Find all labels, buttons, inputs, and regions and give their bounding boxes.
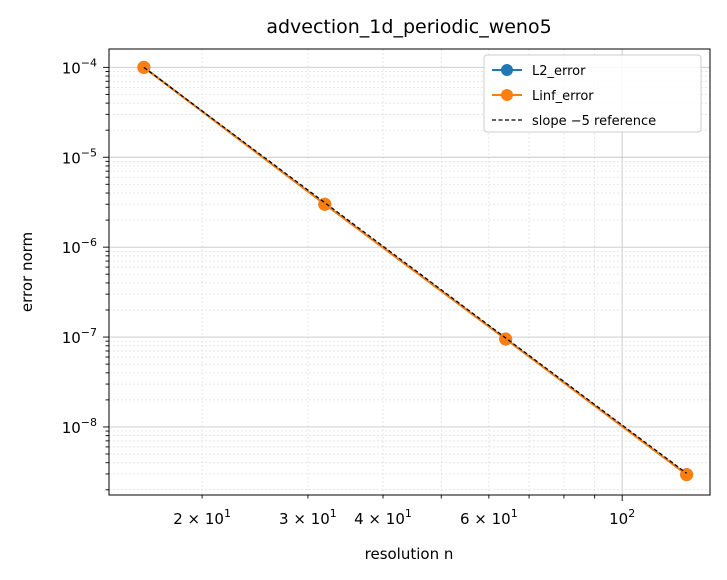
x-axis-label: resolution n [365,545,454,563]
x-tick-label: 102 [609,507,635,528]
legend-box [483,54,702,133]
data-point-linf-error [499,332,513,346]
y-tick-label: 10−6 [62,236,97,257]
x-tick-label: 4 × 101 [354,507,412,528]
chart-title: advection_1d_periodic_weno5 [266,16,551,38]
y-tick-label: 10−8 [62,416,97,437]
legend-label-l2-error: L2_error [532,64,586,79]
x-tick-label: 2 × 101 [173,507,231,528]
x-tick-label: 6 × 101 [460,507,518,528]
y-tick-label: 10−4 [62,56,97,77]
y-tick-label: 10−5 [62,146,97,167]
legend-marker-linf-error [501,89,513,101]
plot-frame [108,48,711,496]
y-tick-label: 10−7 [62,326,97,347]
data-point-linf-error [680,468,694,482]
ticks: 2 × 101 3 × 101 4 × 101 6 × 101 102 10−8 10−7 1… [62,56,636,528]
series-layer [137,60,694,482]
series-line-slope-5-reference [143,66,687,474]
legend-label-slope-5-reference: slope −5 reference [532,114,656,129]
x-tick-label: 3 × 101 [279,507,337,528]
data-point-linf-error [318,197,332,211]
legend-label-linf-error: Linf_error [532,89,594,104]
y-axis-label: error norm [18,232,36,312]
legend-marker-l2-error [501,64,513,76]
